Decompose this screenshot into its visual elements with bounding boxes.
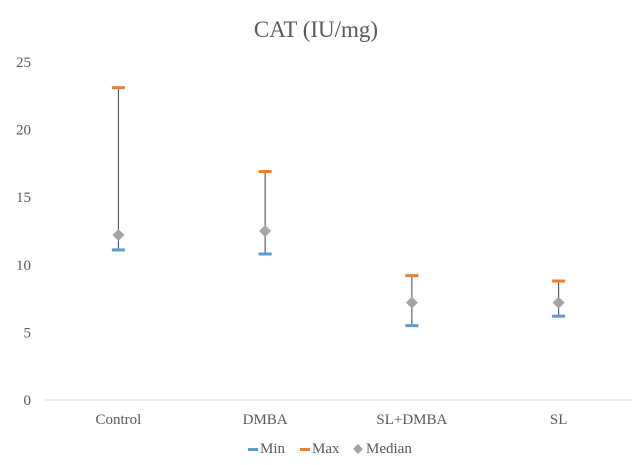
- marker-min: [405, 324, 419, 328]
- plot-area: [111, 86, 566, 328]
- marker-max: [111, 86, 125, 90]
- marker-max: [552, 279, 566, 283]
- marker-min: [111, 248, 125, 252]
- y-tick-label: 20: [16, 123, 31, 139]
- legend-swatch-max: [300, 448, 310, 451]
- x-tick-label: SL+DMBA: [376, 412, 447, 428]
- y-tick-label: 15: [16, 190, 31, 206]
- marker-min: [552, 314, 566, 318]
- marker-min: [258, 252, 272, 256]
- y-tick-label: 0: [24, 393, 32, 409]
- x-tick-label: Control: [95, 412, 141, 428]
- legend-label-median: Median: [366, 441, 412, 457]
- y-axis: 0 5 10 15 20 25: [16, 55, 31, 409]
- x-tick-label: DMBA: [243, 412, 288, 428]
- y-tick-label: 10: [16, 258, 31, 274]
- legend: Min Max Median: [248, 441, 412, 457]
- legend-label-max: Max: [312, 441, 340, 457]
- y-tick-label: 25: [16, 55, 31, 71]
- y-tick-label: 5: [24, 325, 32, 341]
- x-tick-label: SL: [550, 412, 568, 428]
- marker-median: [552, 296, 565, 309]
- marker-max: [405, 274, 419, 278]
- marker-median: [112, 229, 125, 242]
- x-axis: Control DMBA SL+DMBA SL: [45, 399, 632, 428]
- legend-label-min: Min: [260, 441, 286, 457]
- chart-title: CAT (IU/mg): [254, 17, 378, 42]
- marker-max: [258, 170, 272, 174]
- marker-median: [405, 296, 418, 309]
- legend-swatch-min: [248, 448, 258, 451]
- marker-median: [259, 225, 272, 237]
- legend-swatch-median: [353, 444, 363, 454]
